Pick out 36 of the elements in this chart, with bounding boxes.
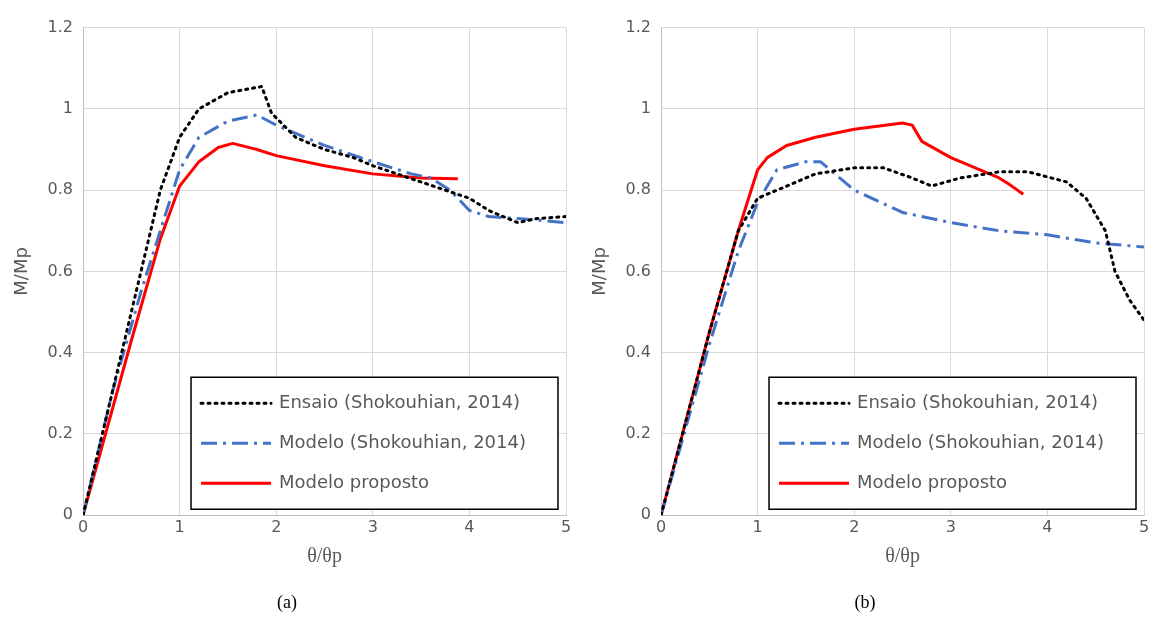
text: (b) [854, 591, 876, 613]
legend-label: Modelo (Shokouhian, 2014) [279, 430, 527, 452]
legend-label: Ensaio (Shokouhian, 2014) [857, 390, 1099, 412]
x-tick-label: 2 [271, 516, 282, 536]
x-tick-label: 3 [945, 516, 956, 536]
y-axis-title: M/Mp [10, 247, 32, 296]
x-tick-label: 0 [77, 516, 89, 536]
x-tick-label: 3 [367, 516, 378, 536]
y-tick-label: 0.8 [625, 179, 652, 199]
y-tick-label: 0.8 [47, 179, 74, 199]
y-tick-label: 1 [640, 98, 652, 118]
y-tick-label: 1.2 [47, 16, 74, 36]
x-tick-label: 1 [174, 516, 185, 536]
x-tick-label: 5 [560, 516, 572, 536]
y-tick-label: 0.4 [47, 341, 74, 361]
y-tick-label: 1.2 [625, 16, 652, 36]
x-axis-title: θ/θp [307, 543, 342, 567]
x-tick-label: 4 [464, 516, 475, 536]
x-tick-label: 4 [1042, 516, 1053, 536]
legend-label: Modelo proposto [857, 470, 1008, 492]
x-tick-label: 5 [1138, 516, 1150, 536]
y-tick-label: 0.6 [47, 260, 74, 280]
legend-label: Ensaio (Shokouhian, 2014) [279, 390, 521, 412]
y-axis-title: M/Mp [588, 247, 610, 296]
x-axis-title: θ/θp [885, 543, 920, 567]
x-tick-label: 2 [849, 516, 860, 536]
y-tick-label: 0.2 [625, 423, 652, 443]
legend-label: Modelo proposto [279, 470, 430, 492]
y-tick-label: 0.6 [625, 260, 652, 280]
y-tick-label: 0.2 [47, 423, 74, 443]
x-tick-label: 0 [655, 516, 667, 536]
y-tick-label: 0.4 [625, 341, 652, 361]
text: (a) [277, 591, 297, 613]
y-tick-label: 1 [62, 98, 74, 118]
x-tick-label: 1 [752, 516, 763, 536]
legend-label: Modelo (Shokouhian, 2014) [857, 430, 1105, 452]
